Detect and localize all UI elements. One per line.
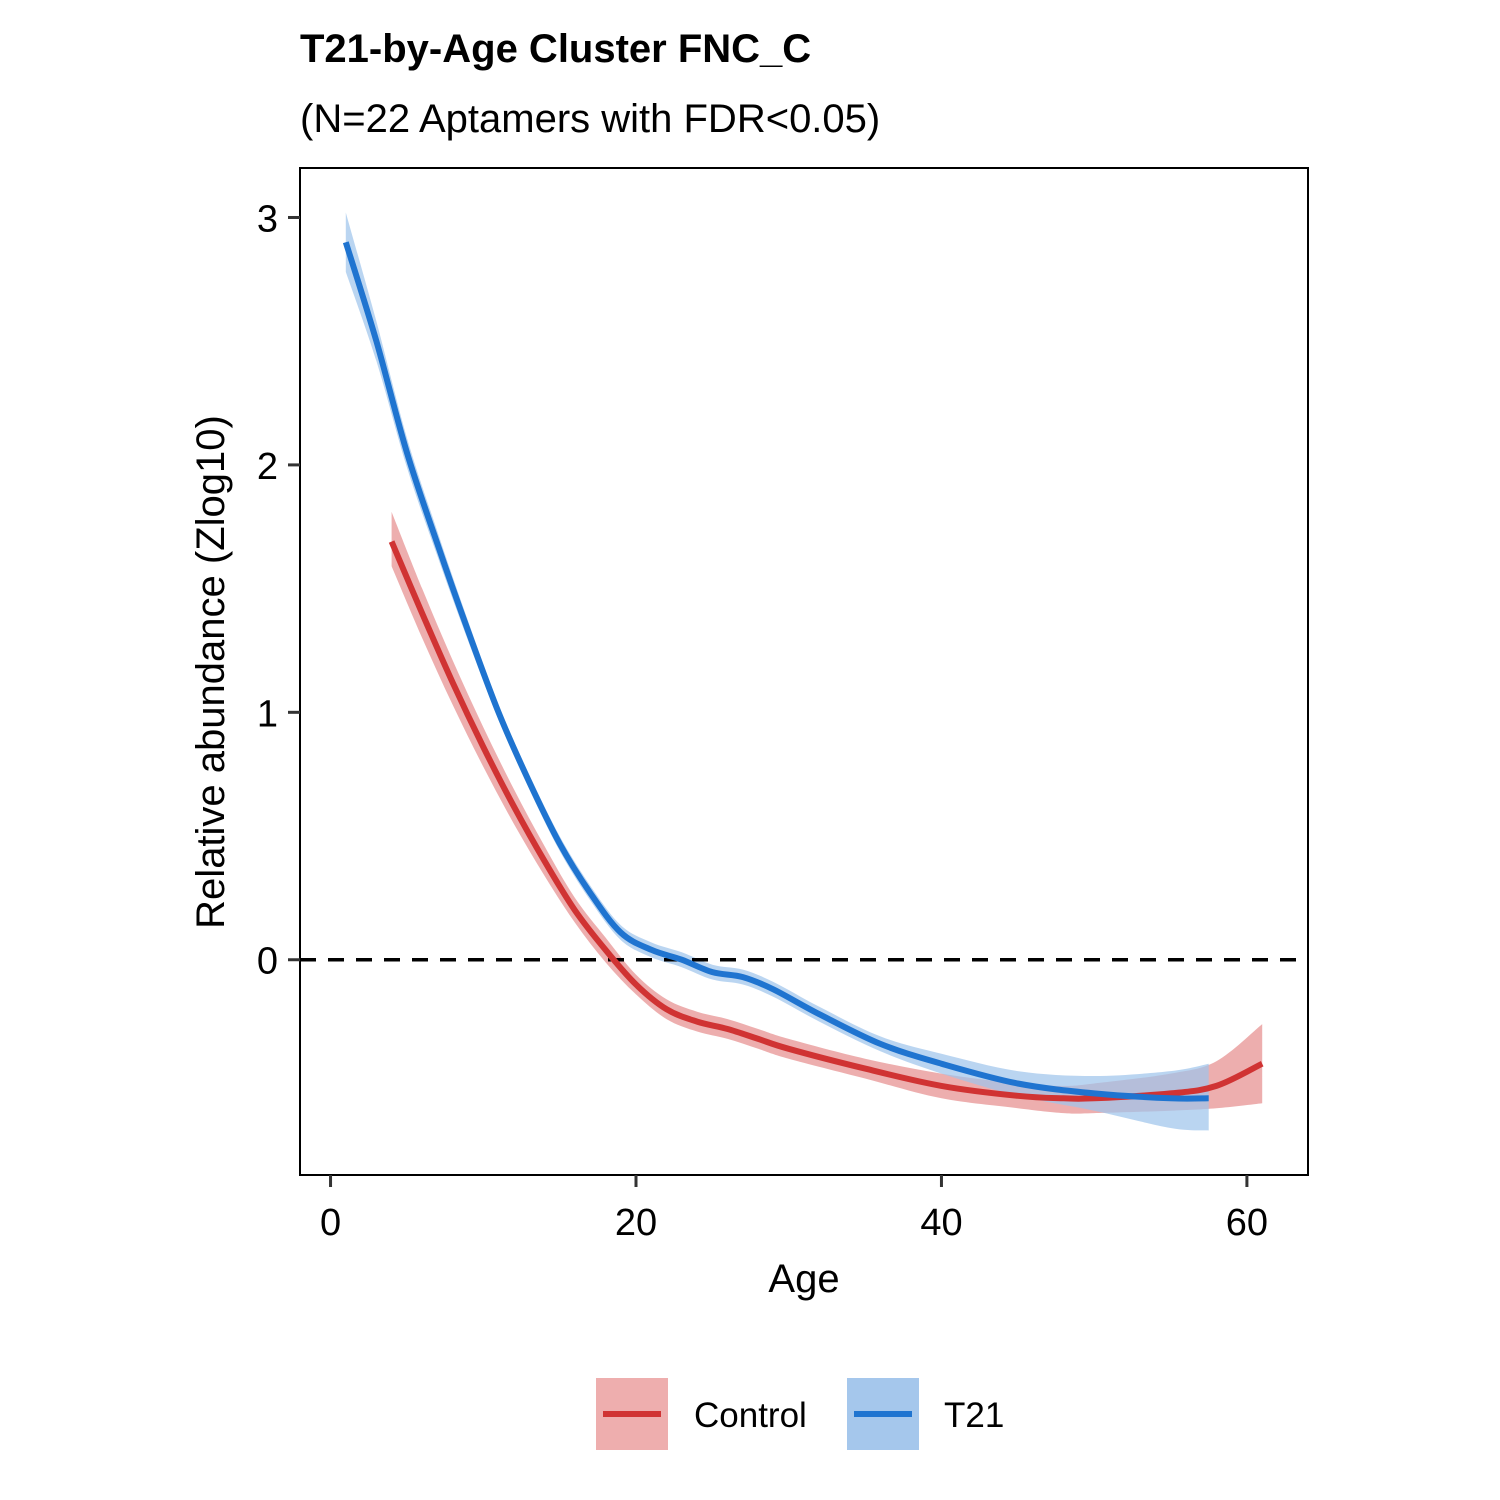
- y-axis: 0 1 2 3: [257, 198, 300, 983]
- series-line-t21: [342, 241, 1209, 1102]
- x-tick-label: 40: [920, 1202, 962, 1244]
- confidence-band-control: [391, 511, 1263, 1114]
- y-tick-label: 0: [257, 941, 278, 983]
- confidence-bands: [345, 212, 1263, 1131]
- x-axis: 0 20 40 60: [320, 1175, 1268, 1244]
- x-tick-label: 60: [1226, 1202, 1268, 1244]
- y-tick-label: 3: [257, 198, 278, 240]
- x-axis-title: Age: [768, 1257, 839, 1301]
- y-axis-title: Relative abundance (Zlog10): [189, 415, 233, 929]
- series-line-control: [388, 540, 1264, 1102]
- chart-title: T21-by-Age Cluster FNC_C: [300, 27, 811, 71]
- x-tick-label: 20: [615, 1202, 657, 1244]
- legend: Control T21: [596, 1378, 1004, 1450]
- plot-panel-border: [299, 167, 1309, 1176]
- legend-label-t21: T21: [944, 1396, 1004, 1435]
- x-tick-label: 0: [320, 1202, 341, 1244]
- y-tick-label: 2: [257, 446, 278, 488]
- legend-label-control: Control: [694, 1396, 807, 1435]
- chart-subtitle: (N=22 Aptamers with FDR<0.05): [300, 97, 880, 141]
- y-tick-label: 1: [257, 693, 278, 735]
- series-lines: [342, 241, 1264, 1102]
